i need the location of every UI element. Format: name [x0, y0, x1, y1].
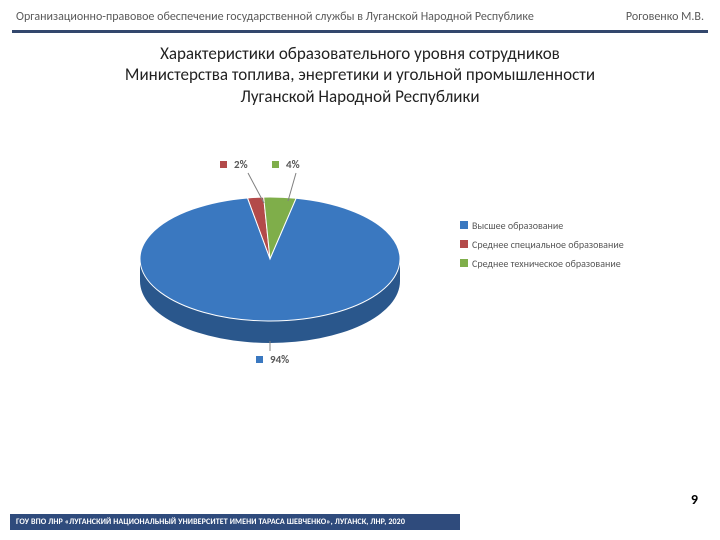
title-line-2: Министерства топлива, энергетики и уголь… — [40, 64, 680, 85]
header-row: Организационно-правовое обеспечение госу… — [0, 0, 720, 24]
page-number: 9 — [691, 491, 698, 508]
legend-item: Среднее специальное образование — [460, 238, 624, 251]
header-left-text: Организационно-правовое обеспечение госу… — [16, 10, 584, 24]
legend-swatch — [460, 221, 468, 229]
title-line-1: Характеристики образовательного уровня с… — [40, 43, 680, 64]
slide: Организационно-правовое обеспечение госу… — [0, 0, 720, 540]
header-right-author: Роговенко М.В. — [584, 10, 704, 24]
data-label: 94% — [270, 353, 289, 366]
legend-label: Высшее образование — [472, 219, 563, 232]
pie-svg: 94% 2% 4% — [100, 119, 440, 379]
data-label: 4% — [286, 158, 300, 171]
legend-item: Среднее техническое образование — [460, 257, 624, 270]
legend-label: Среднее специальное образование — [472, 238, 624, 251]
legend-swatch — [460, 259, 468, 267]
legend: Высшее образование Среднее специальное об… — [460, 219, 624, 276]
title-line-3: Луганской Народной Республики — [40, 86, 680, 107]
legend-item: Высшее образование — [460, 219, 624, 232]
data-label: 2% — [234, 158, 248, 171]
footer-text: ГОУ ВПО ЛНР «ЛУГАНСКИЙ НАЦИОНАЛЬНЫЙ УНИВ… — [16, 517, 405, 527]
pie-chart: 94% 2% 4% Высшее образование Среднее специа… — [60, 119, 660, 409]
legend-swatch — [460, 240, 468, 248]
footer-bar: ГОУ ВПО ЛНР «ЛУГАНСКИЙ НАЦИОНАЛЬНЫЙ УНИВ… — [10, 514, 460, 530]
legend-label: Среднее техническое образование — [472, 257, 621, 270]
slide-title: Характеристики образовательного уровня с… — [0, 33, 720, 107]
